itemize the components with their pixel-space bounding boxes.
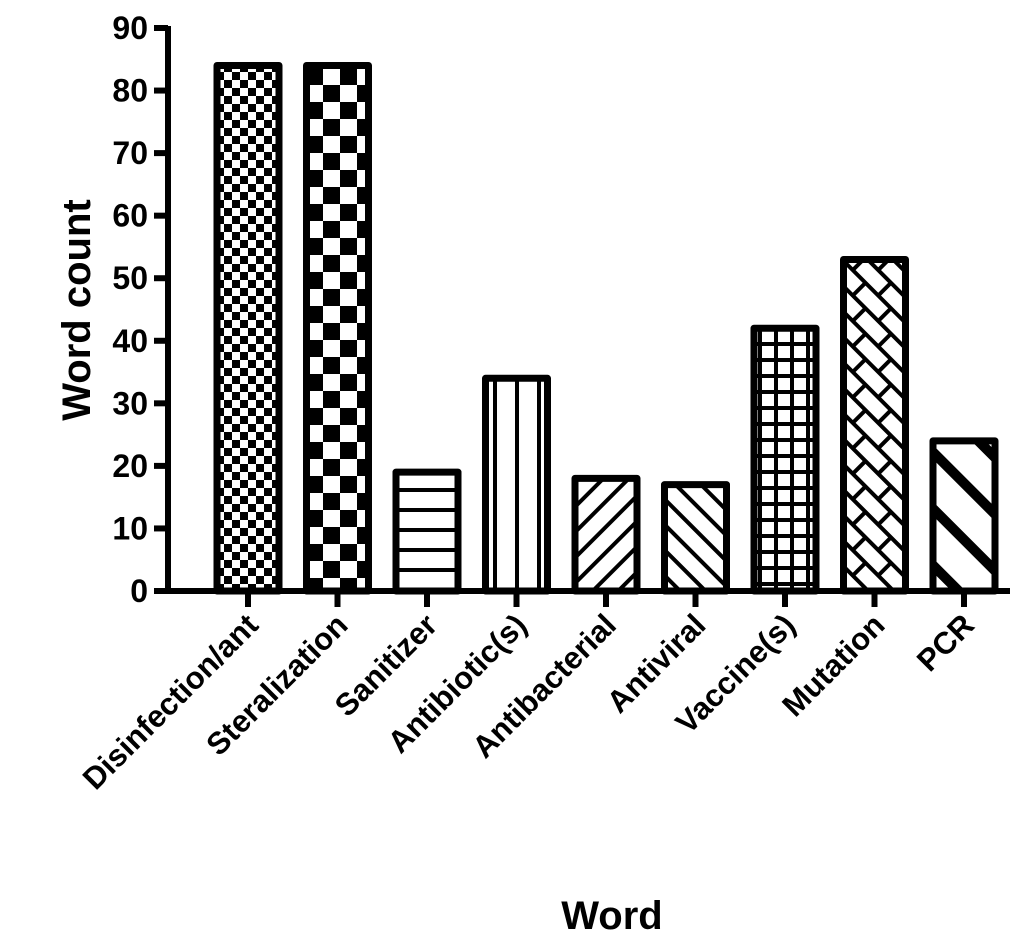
bar-pcr	[929, 437, 999, 595]
y-axis-title: Word count	[55, 199, 99, 420]
y-tick-label: 30	[112, 385, 148, 421]
y-tick-label: 70	[112, 135, 148, 171]
y-tick-label: 10	[112, 510, 148, 546]
y-tick-label: 40	[112, 323, 148, 359]
y-tick-label: 80	[112, 73, 148, 109]
x-axis: Disinfection/antSteralizationSanitizerAn…	[76, 588, 1010, 796]
y-tick-label: 0	[130, 573, 148, 609]
y-tick-label: 50	[112, 260, 148, 296]
bar-antibiotic-s	[482, 374, 551, 595]
y-tick-label: 60	[112, 198, 148, 234]
bar-antibacterial	[571, 474, 641, 595]
bar-mutation	[840, 255, 909, 595]
bar-antiviral	[661, 481, 730, 595]
x-tick-label: PCR	[910, 607, 981, 678]
y-tick-label: 20	[112, 448, 148, 484]
y-axis: 0 10 20 30 40 50 60 70 80 90	[112, 10, 171, 609]
bars-group	[213, 62, 999, 595]
bar-sanitizer	[392, 468, 462, 595]
bar-vaccine-s	[750, 324, 820, 595]
x-axis-title: Word	[561, 894, 662, 938]
bar-steralization	[303, 62, 372, 595]
bar-disinfection-ant	[213, 62, 283, 595]
y-tick-label: 90	[112, 10, 148, 46]
